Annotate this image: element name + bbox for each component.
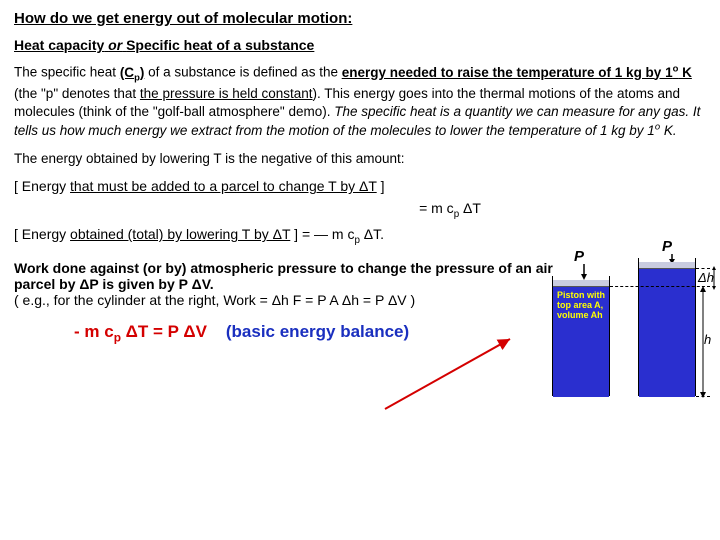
- lhs: - m cp ΔT = P ΔV: [74, 322, 207, 341]
- t: K: [678, 65, 692, 80]
- fluid-right: [639, 269, 695, 397]
- t: obtained (total) by lowering T by ΔT: [70, 226, 290, 242]
- cp-symbol: (Cp): [120, 65, 145, 80]
- t: ΔT = P ΔV: [121, 322, 207, 341]
- p-label-left: P: [574, 248, 584, 265]
- t: = m c: [419, 200, 454, 216]
- t: Work done against (or by) atmospheric pr…: [14, 260, 554, 292]
- t: [ Energy: [14, 178, 70, 194]
- energy-def: energy needed to raise the temperature o…: [342, 65, 692, 80]
- t: ΔT.: [360, 226, 384, 242]
- fluid-left: Piston with top area A, volume Ah: [553, 287, 609, 397]
- p-label-right: P: [662, 238, 672, 255]
- t: (the "p" denotes that: [14, 86, 140, 101]
- t: ΔT: [459, 200, 481, 216]
- dash-top: [610, 286, 710, 287]
- dh-arrows: [710, 266, 718, 290]
- subtitle-or: or: [108, 37, 122, 53]
- t: of a substance is defined as the: [144, 65, 341, 80]
- subtitle-b: Specific heat of a substance: [126, 37, 314, 53]
- rhs: (basic energy balance): [226, 322, 409, 341]
- piston-left: [553, 280, 609, 287]
- paragraph-specific-heat: The specific heat (Cp) of a substance is…: [14, 63, 706, 140]
- t: ] = — m c: [290, 226, 354, 242]
- eq-obtained: [ Energy obtained (total) by lowering T …: [14, 226, 706, 246]
- piston-label-text: Piston with top area A, volume Ah: [557, 291, 605, 321]
- pressure-const: the pressure is held constant: [140, 86, 313, 101]
- t: that must be added to a parcel to change…: [70, 178, 377, 194]
- t: energy needed to raise the temperature o…: [342, 65, 673, 80]
- t: The specific heat: [14, 65, 120, 80]
- t: p: [114, 330, 121, 344]
- cylinder-right: [638, 258, 696, 396]
- paragraph-negative: The energy obtained by lowering T is the…: [14, 150, 706, 168]
- dash-dh-top: [696, 268, 710, 269]
- red-arrow: [370, 334, 530, 424]
- subtitle-a: Heat capacity: [14, 37, 104, 53]
- h-bracket: [698, 286, 708, 398]
- page-title: How do we get energy out of molecular mo…: [14, 10, 706, 27]
- work-paragraph: Work done against (or by) atmospheric pr…: [14, 260, 554, 308]
- piston-right: [639, 262, 695, 269]
- subtitle: Heat capacity or Specific heat of a subs…: [14, 37, 706, 53]
- piston-diagrams: P Piston with top area A, volume Ah P Δh…: [552, 252, 712, 482]
- t: [ Energy: [14, 226, 70, 242]
- t: ]: [377, 178, 385, 194]
- t: ( e.g., for the cylinder at the right, W…: [14, 292, 554, 308]
- t: - m c: [74, 322, 114, 341]
- t: (C: [120, 65, 134, 80]
- eq-added: [ Energy that must be added to a parcel …: [14, 178, 706, 194]
- t: K.: [660, 123, 677, 138]
- cylinder-left: Piston with top area A, volume Ah: [552, 276, 610, 396]
- eq-mcdt: = m cp ΔT: [194, 200, 706, 220]
